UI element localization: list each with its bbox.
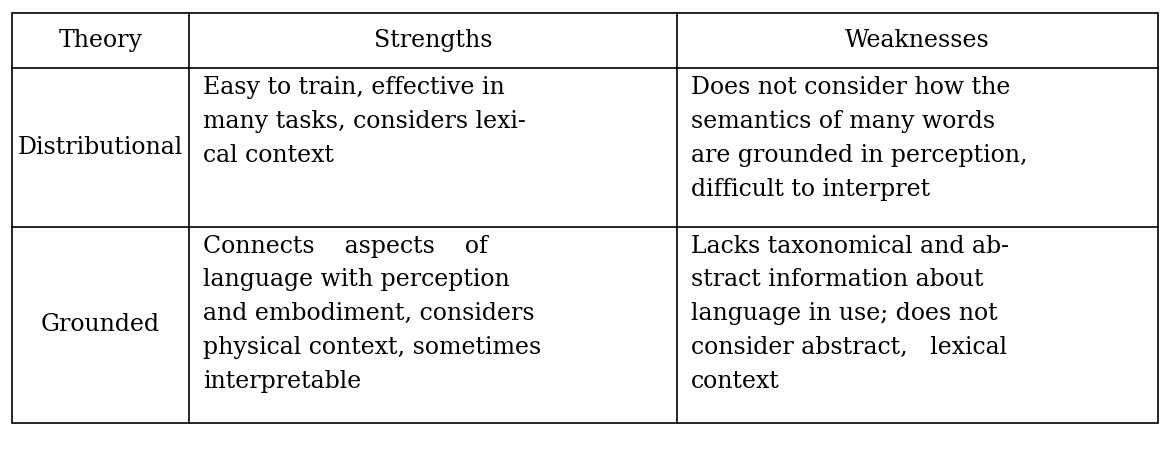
Text: Easy to train, effective in
many tasks, considers lexi-
cal context: Easy to train, effective in many tasks, …	[204, 76, 526, 167]
Text: Does not consider how the
semantics of many words
are grounded in perception,
di: Does not consider how the semantics of m…	[690, 76, 1027, 201]
Text: Grounded: Grounded	[41, 313, 160, 336]
Text: Weaknesses: Weaknesses	[845, 29, 990, 53]
Text: Connects    aspects    of
language with perception
and embodiment, considers
phy: Connects aspects of language with percep…	[204, 235, 542, 393]
Text: Theory: Theory	[58, 29, 143, 53]
Text: Lacks taxonomical and ab-
stract information about
language in use; does not
con: Lacks taxonomical and ab- stract informa…	[690, 235, 1009, 393]
Text: Distributional: Distributional	[18, 136, 184, 159]
Text: Strengths: Strengths	[374, 29, 493, 53]
